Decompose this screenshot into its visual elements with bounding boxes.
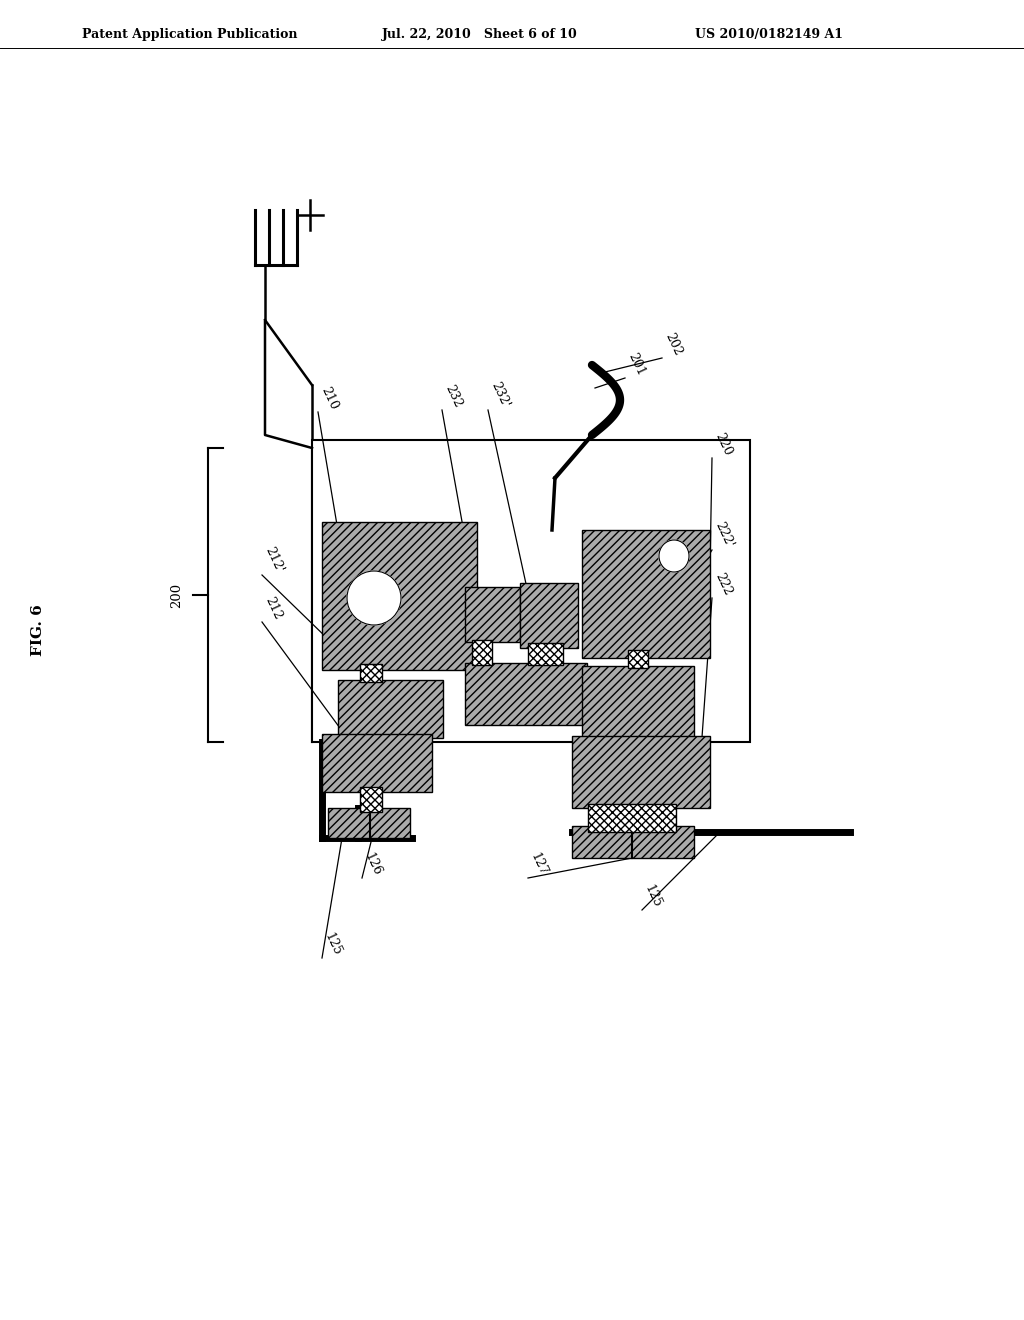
Text: US 2010/0182149 A1: US 2010/0182149 A1 (695, 28, 843, 41)
Ellipse shape (659, 540, 689, 572)
Bar (465, 663, 587, 725)
Text: 127: 127 (528, 851, 550, 878)
Text: 210: 210 (318, 385, 340, 412)
Text: 232: 232 (442, 383, 464, 411)
Text: 220: 220 (712, 432, 734, 458)
Bar (520, 583, 578, 648)
Bar (338, 680, 443, 738)
Bar (322, 521, 477, 671)
Bar (312, 440, 750, 742)
Bar (328, 808, 410, 838)
Text: Jul. 22, 2010   Sheet 6 of 10: Jul. 22, 2010 Sheet 6 of 10 (382, 28, 578, 41)
Bar (628, 649, 648, 668)
Text: 125: 125 (642, 883, 664, 909)
Bar (528, 643, 563, 665)
Text: FIG. 6: FIG. 6 (31, 605, 45, 656)
Bar (465, 587, 520, 642)
Bar (582, 531, 710, 657)
Bar (582, 667, 694, 738)
Circle shape (347, 572, 401, 624)
Bar (572, 737, 710, 808)
Bar (572, 826, 694, 858)
Text: 126: 126 (362, 851, 384, 878)
Bar (588, 804, 676, 832)
Text: 212': 212' (262, 545, 286, 576)
Text: 212: 212 (262, 595, 284, 622)
Text: 202: 202 (662, 331, 684, 358)
Text: 232': 232' (488, 380, 511, 411)
Text: 201: 201 (625, 351, 647, 378)
Bar (322, 734, 432, 792)
Text: 222: 222 (712, 572, 734, 598)
Bar (360, 787, 382, 812)
Text: 125: 125 (322, 931, 344, 958)
Text: Patent Application Publication: Patent Application Publication (82, 28, 298, 41)
Text: 222': 222' (712, 520, 735, 550)
Bar (360, 664, 382, 682)
Text: 200: 200 (170, 582, 183, 607)
Bar (472, 640, 492, 665)
